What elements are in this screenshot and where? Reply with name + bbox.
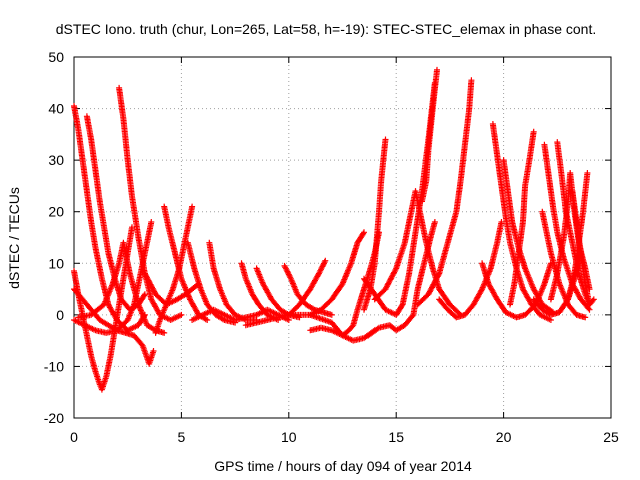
series-markers — [361, 136, 389, 313]
data-series — [242, 229, 382, 339]
x-tick-labels: 0 5 10 15 20 25 — [70, 429, 619, 445]
series-markers — [71, 103, 148, 334]
series-markers — [307, 229, 367, 318]
data-series — [71, 103, 148, 334]
data-series — [371, 188, 464, 318]
y-tick-label: -20 — [44, 410, 64, 426]
y-tick-label: 30 — [48, 152, 64, 168]
series-markers — [436, 219, 505, 321]
data-series — [436, 219, 505, 321]
y-tick-label: 10 — [48, 255, 64, 271]
data-series — [184, 239, 239, 326]
series-markers — [371, 188, 464, 318]
x-tick-label: 0 — [70, 429, 78, 445]
x-tick-label: 10 — [281, 429, 297, 445]
chart-title: dSTEC Iono. truth (chur, Lon=265, Lat=58… — [56, 21, 596, 37]
x-axis-label: GPS time / hours of day 094 of year 2014 — [214, 458, 472, 474]
x-tick-label: 15 — [388, 429, 404, 445]
axis-ticks — [73, 56, 612, 419]
x-tick-label: 5 — [178, 429, 186, 445]
y-tick-labels: -20 -10 0 10 20 30 40 50 — [44, 49, 64, 426]
y-tick-label: 20 — [48, 204, 64, 220]
plot-frame — [73, 56, 612, 419]
grid-lines — [74, 57, 611, 418]
data-series — [161, 203, 211, 323]
data-series — [414, 77, 475, 308]
y-tick-label: -10 — [44, 358, 64, 374]
series-markers — [414, 77, 475, 308]
series-markers — [507, 128, 537, 308]
data-series — [569, 188, 597, 308]
y-tick-label: 40 — [48, 101, 64, 117]
series-markers — [184, 239, 239, 326]
data-series — [541, 141, 593, 313]
data-series — [141, 270, 202, 308]
series-markers — [242, 229, 382, 339]
series-markers — [161, 203, 211, 323]
data-series — [507, 128, 537, 308]
series-markers — [141, 270, 202, 308]
data-series — [75, 239, 168, 336]
y-axis-label: dSTEC / TECUs — [6, 187, 22, 289]
x-tick-label: 20 — [496, 429, 512, 445]
x-tick-label: 25 — [603, 429, 619, 445]
data-series — [83, 113, 148, 313]
series-markers — [541, 141, 593, 313]
data-series — [361, 136, 389, 313]
series-markers — [83, 113, 148, 313]
data-series — [419, 66, 440, 205]
series-markers — [569, 188, 597, 308]
series-markers — [419, 66, 440, 205]
data-marks — [71, 66, 597, 393]
data-series — [307, 229, 367, 318]
y-tick-label: 50 — [48, 49, 64, 65]
y-tick-label: 0 — [56, 307, 64, 323]
series-markers — [75, 239, 168, 336]
